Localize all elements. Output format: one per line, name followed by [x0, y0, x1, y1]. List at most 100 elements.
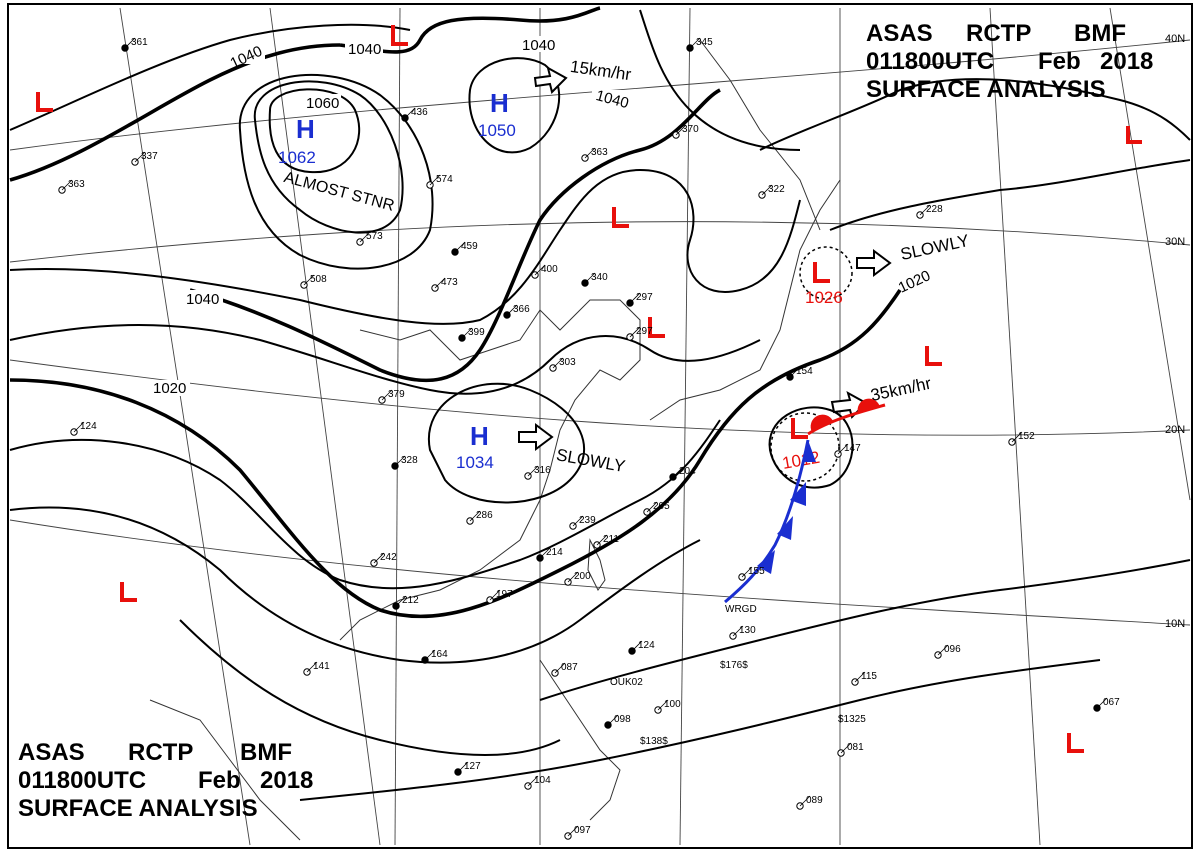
- motion-label-1050: 15km/hr: [569, 57, 633, 84]
- wind-barb-icon: [429, 174, 441, 186]
- isobar-north-1: [9, 23, 411, 131]
- wind-barb-icon: [534, 264, 546, 276]
- station-plot: 297: [626, 292, 653, 307]
- isobar-1040-west: [9, 43, 341, 182]
- station-plot: 370: [672, 124, 699, 139]
- isobar-label-1040-e: 1040: [186, 291, 219, 308]
- wind-barb-icon: [672, 466, 684, 478]
- wind-barb-icon: [657, 699, 669, 711]
- station-plot: 115: [851, 671, 877, 686]
- station-value: 473: [441, 277, 458, 288]
- header-top-right: ASAS RCTP BMF 011800UTC Feb 2018 SURFACE…: [866, 20, 1153, 104]
- isobar-label-1060: 1060: [306, 95, 339, 112]
- wind-barb-icon: [454, 241, 466, 253]
- cold-front-triangle-2-icon: [790, 482, 806, 506]
- station-value: 459: [461, 241, 478, 252]
- station-value: 370: [682, 124, 699, 135]
- coast-japan: [649, 179, 841, 421]
- station-value: 124: [638, 640, 655, 651]
- station-plots: 361 337 363 436 574 573 459 473 400 340 363 370 345 3…: [58, 37, 1120, 840]
- station-plot: 096: [934, 644, 961, 659]
- station-value: 328: [401, 455, 418, 466]
- wind-barb-icon: [381, 389, 393, 401]
- station-plot: 081: [837, 742, 864, 757]
- wind-barb-icon: [434, 277, 446, 289]
- station-plot: 345: [686, 37, 713, 52]
- lat-line-10n: [9, 519, 1191, 626]
- isobars-thick: [9, 6, 902, 619]
- header-datetime: 011800UTC: [866, 48, 995, 75]
- isobar-east-1: [759, 78, 1191, 151]
- high-marker-1050: H: [490, 88, 509, 118]
- wind-barb-icon: [404, 107, 416, 119]
- station-plot: 436: [401, 107, 428, 122]
- station-plot: 211: [593, 534, 619, 549]
- station-plot: 573: [356, 231, 383, 246]
- isobar-1040-south: [189, 88, 721, 383]
- station-plot: 130: [729, 625, 756, 640]
- station-value: 400: [541, 264, 558, 275]
- station-plot: 303: [549, 357, 576, 372]
- high-marker-1034: H: [470, 421, 489, 451]
- low-1026-marker-icon: [813, 262, 830, 283]
- ship-id-1: WRGD: [725, 604, 757, 615]
- wind-barb-icon: [457, 761, 469, 773]
- station-value: 574: [436, 174, 453, 185]
- station-plot: 087: [551, 662, 578, 677]
- station-value: 573: [366, 231, 383, 242]
- wind-barb-icon: [539, 547, 551, 559]
- isobar-mid-1: [9, 168, 801, 325]
- wind-barb-icon: [675, 124, 687, 136]
- header-year: 2018: [260, 767, 314, 794]
- wind-barb-icon: [567, 571, 579, 583]
- low-1012-marker-icon: [791, 418, 808, 439]
- low-value-1026: 1026: [805, 288, 843, 307]
- wind-barb-icon: [306, 661, 318, 673]
- low-marker-4-icon: [648, 317, 665, 338]
- isobar-low-3: [179, 619, 561, 756]
- lon-line-3: [394, 7, 401, 846]
- station-plot: 197: [486, 589, 513, 604]
- station-plot: 127: [454, 761, 481, 776]
- station-plot: 124: [628, 640, 655, 655]
- station-value: 228: [926, 204, 943, 215]
- station-plot: 067: [1093, 697, 1120, 712]
- header-month: Feb: [198, 767, 241, 794]
- isobar-ring-1062-a: [253, 80, 404, 234]
- high-note-1062: ALMOST STNR: [282, 169, 396, 215]
- station-plot: 228: [916, 204, 943, 219]
- station-value: 363: [68, 179, 85, 190]
- cold-front-triangle-3-icon: [777, 516, 793, 540]
- lat-line-40n: [9, 39, 1191, 151]
- station-value: 197: [496, 589, 513, 600]
- warm-front-semicircle-1-icon: [810, 414, 833, 432]
- header-agency: ASAS: [866, 20, 933, 47]
- isobar-east-2: [829, 159, 1191, 231]
- header-product: SURFACE ANALYSIS: [18, 795, 258, 822]
- warm-front: [807, 398, 886, 436]
- cold-front-triangle-4-icon: [757, 550, 775, 574]
- station-value: 155: [748, 566, 765, 577]
- arrow-1026-icon: [856, 249, 892, 277]
- isobar-low-1: [9, 419, 721, 590]
- wind-barb-icon: [73, 421, 85, 433]
- wind-barb-icon: [629, 326, 641, 338]
- wind-barb-icon: [489, 589, 501, 601]
- lat-line-30n: [9, 221, 1191, 263]
- isobar-1050-ring: [468, 57, 561, 154]
- station-value: 297: [636, 326, 653, 337]
- wind-barb-icon: [789, 366, 801, 378]
- station-value: 127: [464, 761, 481, 772]
- station-value: 239: [579, 515, 596, 526]
- station-plot: 104: [524, 775, 551, 790]
- station-plot: 200: [564, 571, 591, 586]
- station-value: 211: [603, 534, 619, 545]
- header-station: RCTP: [966, 20, 1032, 47]
- station-value: 087: [561, 662, 578, 673]
- station-value: 361: [131, 37, 148, 48]
- station-value: 124: [80, 421, 97, 432]
- station-value: 366: [513, 304, 530, 315]
- coast-sakhalin: [699, 39, 821, 231]
- wind-barb-icon: [629, 292, 641, 304]
- motion-arrows: [518, 66, 892, 451]
